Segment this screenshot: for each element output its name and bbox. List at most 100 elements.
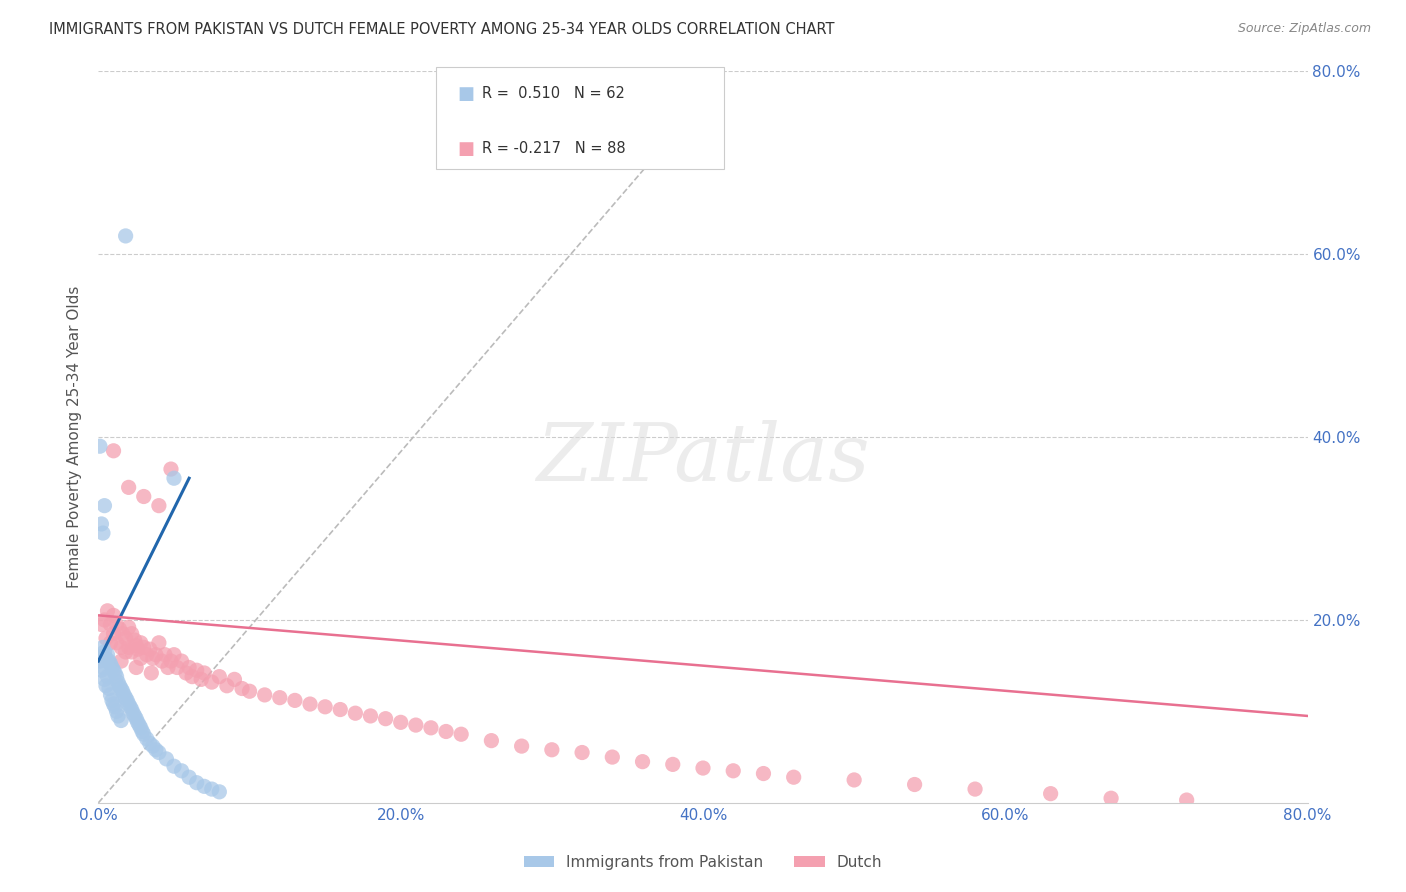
Point [170, 654, 193, 668]
Point [103, 697, 125, 711]
Point [129, 651, 152, 665]
Point [163, 759, 186, 773]
Point [125, 660, 148, 674]
Point [105, 705, 128, 719]
Point [110, 681, 132, 696]
Point [360, 709, 382, 723]
Text: R = -0.217   N = 88: R = -0.217 N = 88 [482, 142, 626, 156]
Point [1039, 787, 1062, 801]
Point [96, 670, 118, 684]
Point [100, 688, 122, 702]
Text: ■: ■ [457, 140, 474, 158]
Point [299, 697, 322, 711]
Point [163, 471, 186, 485]
Point [121, 645, 143, 659]
Point [420, 721, 443, 735]
Legend: Immigrants from Pakistan, Dutch: Immigrants from Pakistan, Dutch [517, 848, 889, 876]
Point [179, 770, 201, 784]
Point [181, 670, 204, 684]
Point [208, 670, 231, 684]
Point [107, 675, 129, 690]
Point [114, 229, 136, 244]
Point [104, 699, 127, 714]
Point [96, 604, 118, 618]
Point [105, 636, 128, 650]
Point [1099, 791, 1122, 805]
Point [105, 617, 128, 632]
Point [132, 490, 155, 504]
Point [112, 688, 135, 702]
Point [139, 642, 162, 657]
Point [174, 665, 197, 680]
Point [89, 654, 111, 668]
Point [344, 706, 367, 721]
Point [114, 690, 136, 705]
Point [145, 743, 167, 757]
Y-axis label: Female Poverty Among 25-34 Year Olds: Female Poverty Among 25-34 Year Olds [67, 286, 83, 588]
Point [125, 712, 148, 726]
Point [329, 702, 352, 716]
Point [186, 775, 208, 789]
Point [186, 663, 208, 677]
Point [98, 681, 121, 696]
Point [93, 613, 115, 627]
Point [108, 679, 131, 693]
Point [434, 724, 457, 739]
Point [193, 665, 215, 680]
Point [131, 724, 153, 739]
Point [141, 665, 163, 680]
Point [100, 657, 122, 671]
Point [101, 693, 124, 707]
Point [96, 648, 118, 662]
Point [91, 526, 114, 541]
Point [135, 731, 157, 746]
Point [148, 746, 170, 760]
Point [121, 702, 143, 716]
Point [120, 699, 142, 714]
Text: IMMIGRANTS FROM PAKISTAN VS DUTCH FEMALE POVERTY AMONG 25-34 YEAR OLDS CORRELATI: IMMIGRANTS FROM PAKISTAN VS DUTCH FEMALE… [49, 22, 835, 37]
Point [91, 640, 114, 655]
Point [142, 651, 165, 665]
Point [118, 640, 141, 655]
Point [110, 654, 132, 668]
Point [125, 639, 148, 653]
Point [118, 620, 141, 634]
Point [103, 608, 125, 623]
Point [93, 673, 115, 687]
Point [89, 439, 111, 453]
Point [631, 755, 654, 769]
Point [93, 645, 115, 659]
Point [540, 743, 562, 757]
Point [114, 632, 136, 646]
Point [752, 766, 775, 780]
Point [98, 654, 121, 668]
Point [148, 499, 170, 513]
Text: Source: ZipAtlas.com: Source: ZipAtlas.com [1237, 22, 1371, 36]
Point [90, 516, 112, 531]
Text: ■: ■ [457, 85, 474, 103]
Text: ZIPatlas: ZIPatlas [536, 420, 870, 498]
Point [904, 778, 927, 792]
Point [93, 499, 115, 513]
Point [160, 462, 183, 476]
Point [132, 640, 155, 655]
Point [193, 780, 215, 794]
Point [100, 636, 122, 650]
Point [90, 649, 112, 664]
Point [103, 626, 125, 640]
Point [215, 679, 238, 693]
Point [661, 757, 683, 772]
Point [314, 699, 336, 714]
Point [142, 739, 165, 753]
Point [129, 636, 152, 650]
Point [111, 626, 134, 640]
Point [450, 727, 472, 741]
Point [132, 727, 155, 741]
Point [127, 642, 149, 657]
Point [114, 645, 136, 659]
Point [118, 480, 141, 494]
Point [170, 764, 193, 778]
Point [139, 736, 162, 750]
Point [481, 733, 503, 747]
Point [101, 660, 124, 674]
